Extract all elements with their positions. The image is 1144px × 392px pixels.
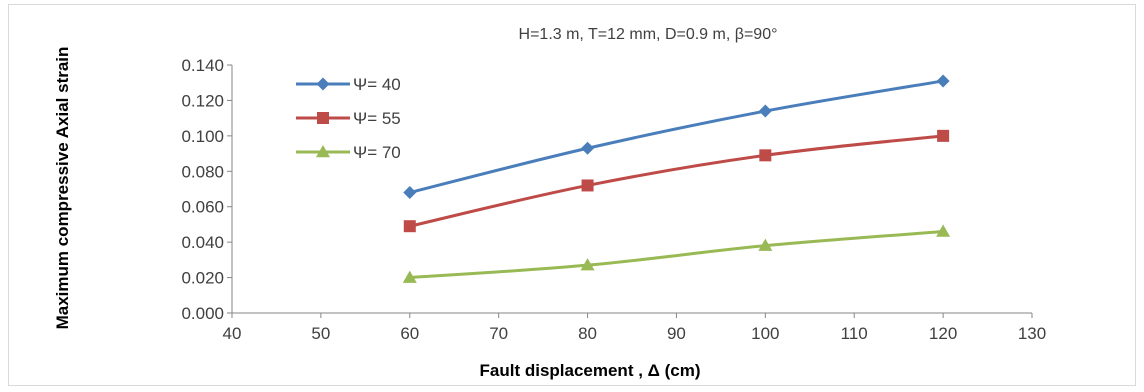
series-line <box>409 134 944 228</box>
x-axis: 40 50 60 70 80 90 100 110 120 130 <box>223 312 1046 343</box>
legend-swatch-marker <box>317 112 329 124</box>
series-3 <box>402 224 951 283</box>
legend: Ψ= 40 Ψ= 55 Ψ= 70 <box>296 75 401 162</box>
series-2 <box>403 129 950 233</box>
x-tick-label: 100 <box>751 324 779 343</box>
legend-label: Ψ= 55 <box>353 109 401 128</box>
legend-label: Ψ= 40 <box>353 75 401 94</box>
y-tick-label: 0.060 <box>181 198 224 217</box>
y-tick-label: 0.040 <box>181 233 224 252</box>
data-point <box>403 220 416 233</box>
y-axis: 0.000 0.020 0.040 0.060 0.080 0.100 0.120 0.140 <box>181 56 233 323</box>
x-tick-label: 60 <box>400 324 419 343</box>
x-tick-label: 120 <box>929 324 957 343</box>
legend-item: Ψ= 70 <box>296 143 401 162</box>
y-tick-label: 0.140 <box>181 56 224 75</box>
x-tick-label: 40 <box>223 324 242 343</box>
y-tick-label: 0.100 <box>181 127 224 146</box>
data-point <box>403 186 417 200</box>
data-point <box>937 129 950 142</box>
legend-item: Ψ= 55 <box>296 109 401 128</box>
x-tick-label: 70 <box>489 324 508 343</box>
series-line <box>409 79 944 194</box>
data-point <box>936 74 950 88</box>
legend-swatch-marker <box>316 77 330 91</box>
series-1 <box>403 74 950 200</box>
series-layer <box>402 74 951 283</box>
x-tick-label: 110 <box>841 324 868 343</box>
y-tick-label: 0.120 <box>181 91 224 110</box>
legend-item: Ψ= 40 <box>296 75 401 94</box>
y-tick-label: 0.020 <box>181 269 224 288</box>
chart-area <box>8 4 1136 386</box>
y-tick-label: 0.080 <box>181 162 224 181</box>
x-tick-label: 90 <box>667 324 686 343</box>
legend-label: Ψ= 70 <box>353 143 401 162</box>
data-point <box>936 224 951 237</box>
data-point <box>759 149 772 162</box>
x-tick-label: 80 <box>578 324 597 343</box>
y-tick-label: 0.000 <box>181 304 224 323</box>
x-tick-label: 50 <box>311 324 330 343</box>
legend-swatch-marker <box>316 145 330 158</box>
data-point <box>581 141 595 155</box>
data-point <box>402 270 417 283</box>
data-point <box>758 238 773 251</box>
series-line <box>409 230 944 280</box>
data-point <box>580 258 595 271</box>
chart-title: H=1.3 m, T=12 mm, D=0.9 m, β=90° <box>519 26 778 43</box>
data-point <box>758 104 772 118</box>
x-axis-title: Fault displacement , Δ (cm) <box>480 361 701 380</box>
x-tick-label: 130 <box>1018 324 1046 343</box>
data-point <box>581 179 594 192</box>
y-axis-title: Maximum compressive Axial strain <box>53 47 72 330</box>
